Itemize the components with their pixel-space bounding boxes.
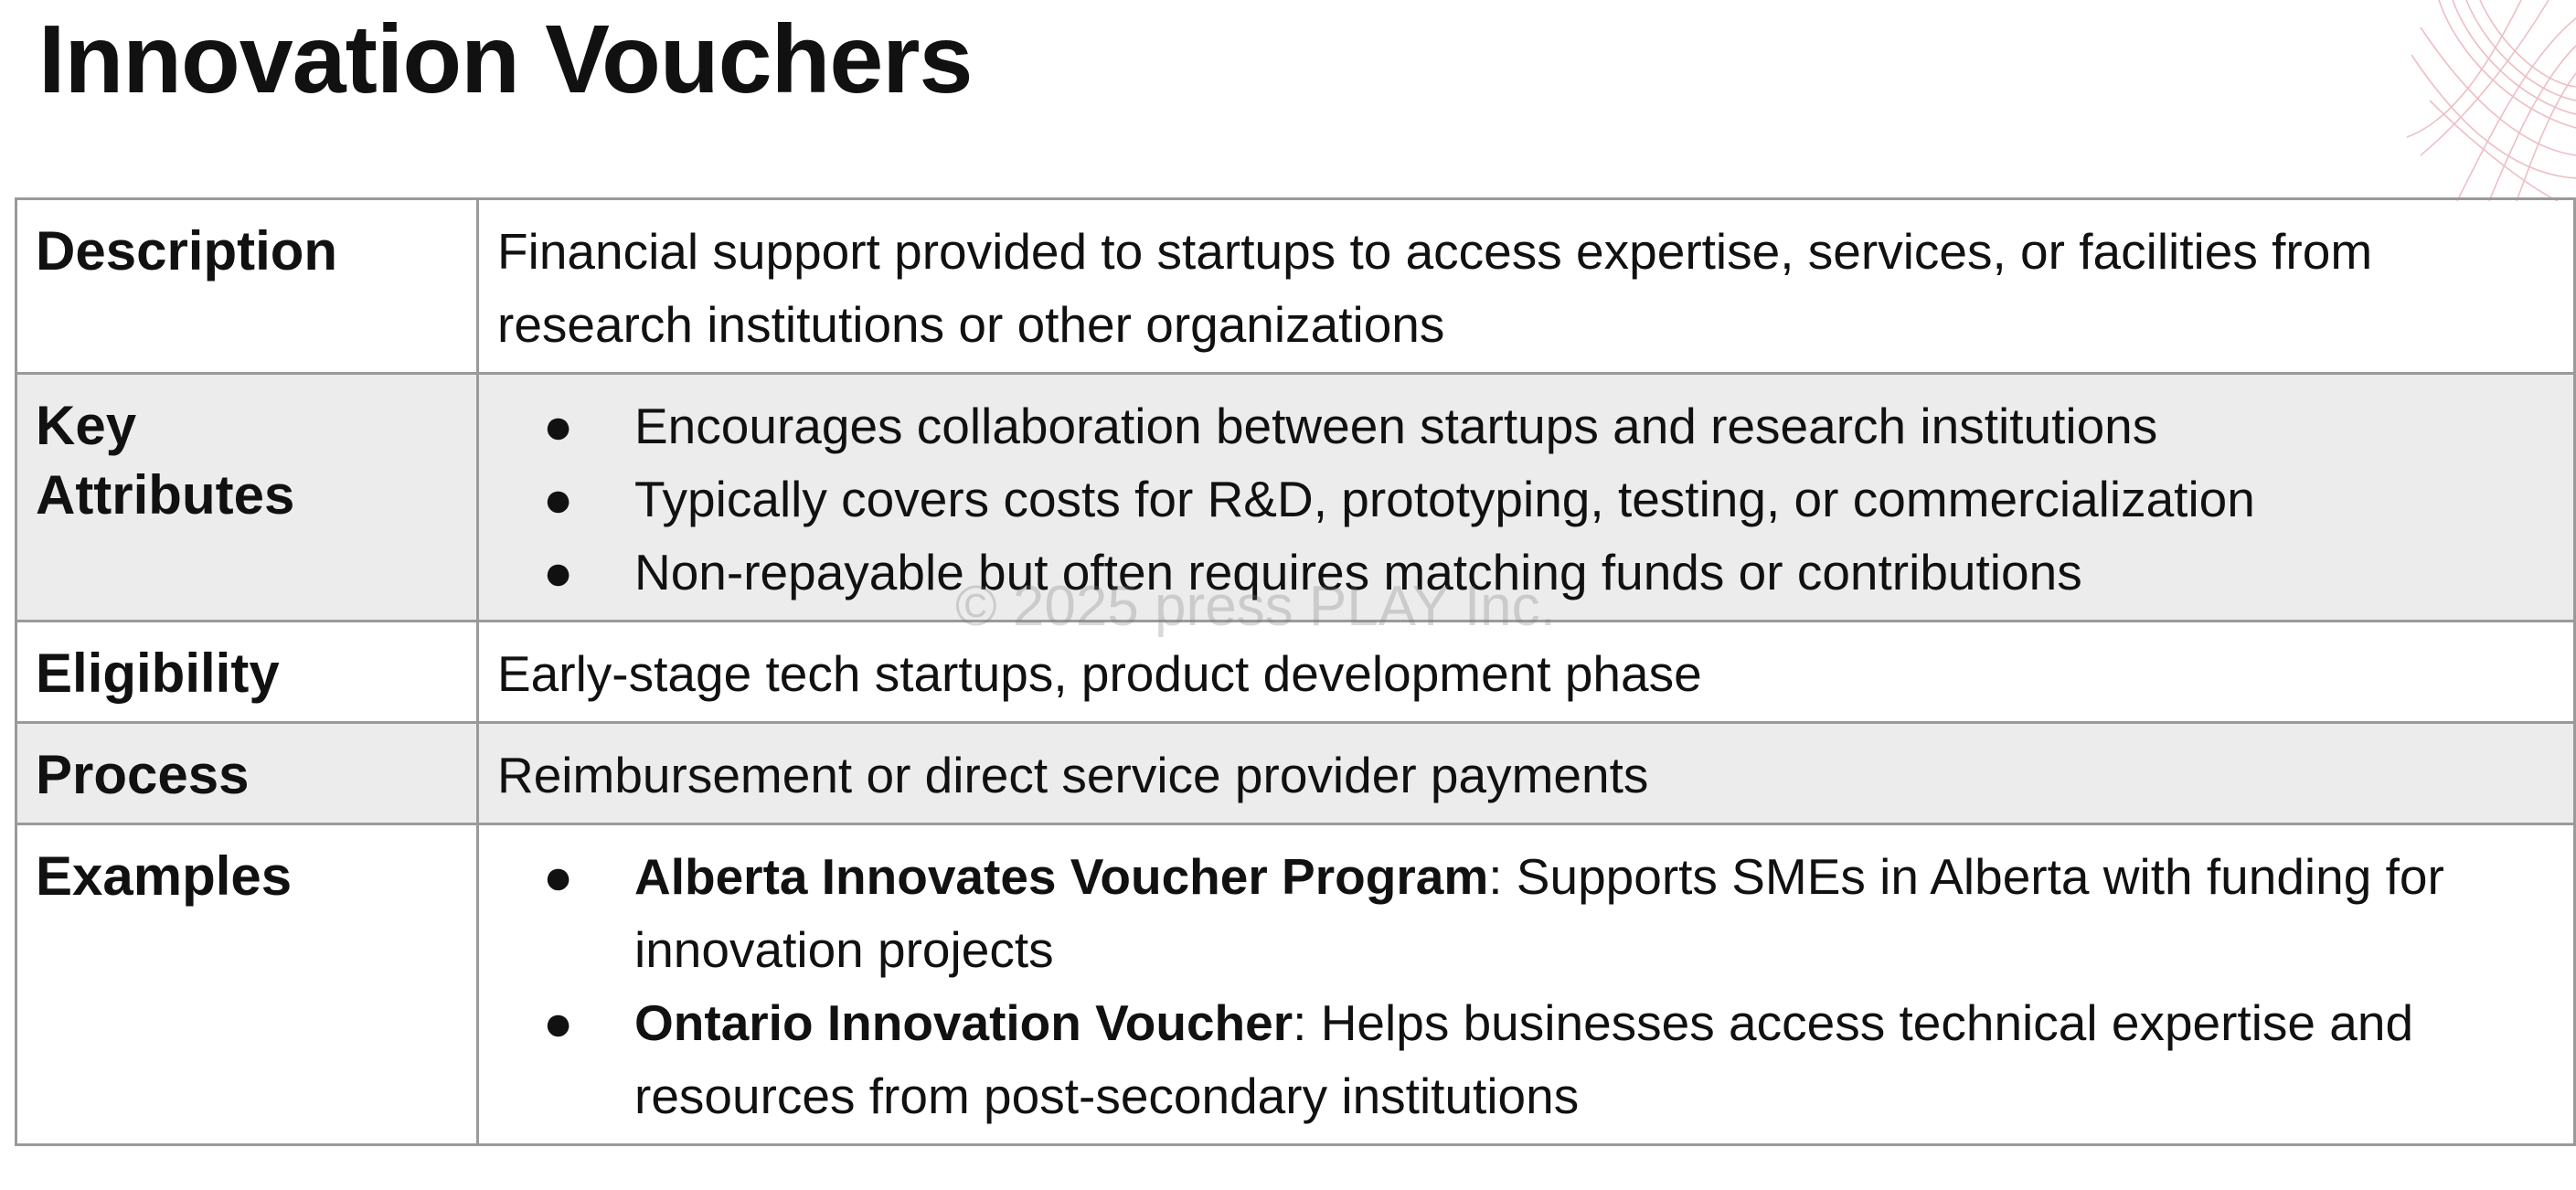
table-row-key-attributes: Key Attributes ● Encourages collaboration …: [15, 372, 2576, 622]
bullet-icon: ●: [543, 398, 574, 454]
table-row-eligibility: Eligibility Early-stage tech startups, p…: [15, 620, 2576, 724]
key-attribute-text: Encourages collaboration between startup…: [634, 398, 2158, 454]
key-attribute-text: Typically covers costs for R&D, prototyp…: [634, 471, 2255, 527]
example-detail: : Helps businesses access technical expe…: [634, 994, 2414, 1124]
eligibility-text: Early-stage tech startups, product devel…: [476, 620, 2576, 724]
description-text: Financial support provided to startups t…: [476, 197, 2576, 375]
process-text: Reimbursement or direct service provider…: [476, 721, 2576, 825]
list-item: ● Typically covers costs for R&D, prototy…: [497, 462, 2555, 536]
page-title: Innovation Vouchers: [38, 5, 973, 113]
example-detail: : Supports SMEs in Alberta with funding …: [634, 848, 2444, 978]
key-attribute-text: Non-repayable but often requires matchin…: [634, 544, 2082, 600]
row-label-key-attributes: Key Attributes: [15, 372, 479, 622]
voucher-info-table: Description Financial support provided t…: [15, 197, 2576, 1146]
row-label-process: Process: [15, 721, 479, 825]
row-label-description: Description: [15, 197, 479, 375]
list-item: ● Ontario Innovation Voucher: Helps busin…: [497, 986, 2555, 1132]
decorative-swirl-icon: [2406, 0, 2576, 201]
row-label-examples: Examples: [15, 823, 479, 1146]
example-name: Ontario Innovation Voucher: [634, 994, 1293, 1051]
bullet-icon: ●: [543, 471, 574, 527]
bullet-icon: ●: [543, 544, 574, 600]
examples-list: ● Alberta Innovates Voucher Program: Supp…: [497, 840, 2555, 1132]
table-row-description: Description Financial support provided t…: [15, 197, 2576, 375]
row-label-attributes: Attributes: [36, 464, 295, 526]
table-row-process: Process Reimbursement or direct service …: [15, 721, 2576, 825]
table-row-examples: Examples ● Alberta Innovates Voucher Prog…: [15, 823, 2576, 1146]
example-name: Alberta Innovates Voucher Program: [634, 848, 1489, 905]
list-item: ● Non-repayable but often requires matchi…: [497, 536, 2555, 609]
list-item: ● Encourages collaboration between startu…: [497, 389, 2555, 462]
key-attributes-list: ● Encourages collaboration between startu…: [497, 389, 2555, 609]
examples-cell: ● Alberta Innovates Voucher Program: Supp…: [476, 823, 2576, 1146]
bullet-icon: ●: [543, 994, 574, 1051]
bullet-icon: ●: [543, 848, 574, 905]
row-label-key: Key: [36, 395, 137, 456]
row-label-eligibility: Eligibility: [15, 620, 479, 724]
list-item: ● Alberta Innovates Voucher Program: Supp…: [497, 840, 2555, 986]
key-attributes-cell: ● Encourages collaboration between startu…: [476, 372, 2576, 622]
